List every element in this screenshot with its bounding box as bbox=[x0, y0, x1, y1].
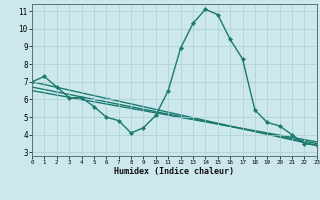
X-axis label: Humidex (Indice chaleur): Humidex (Indice chaleur) bbox=[115, 167, 234, 176]
